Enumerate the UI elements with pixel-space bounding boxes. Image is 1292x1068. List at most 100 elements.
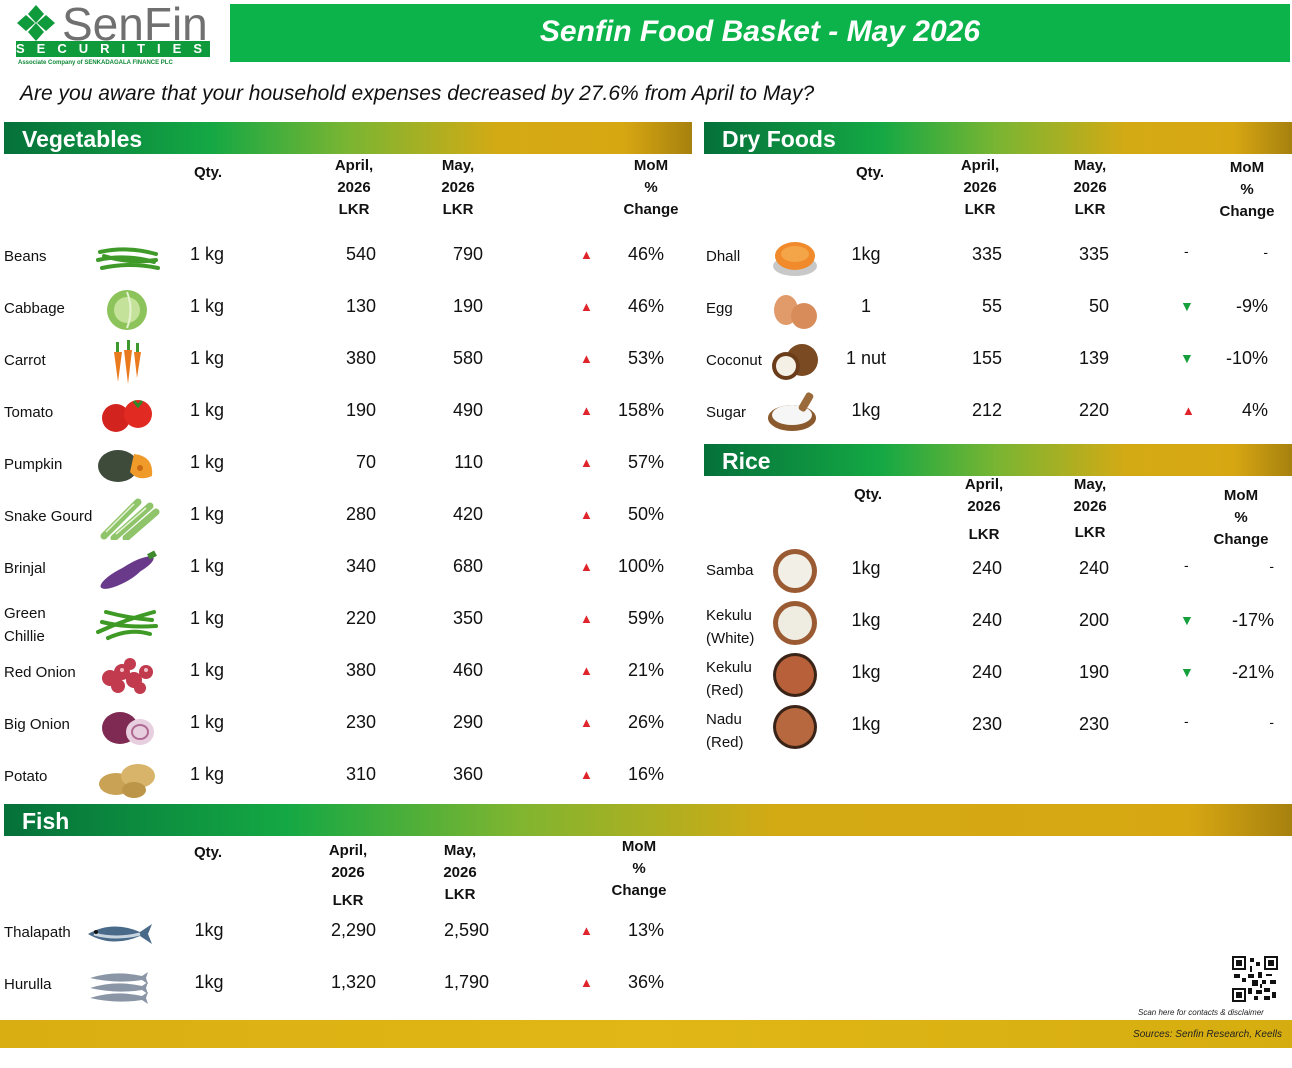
may-header-line: 2026	[1073, 498, 1107, 515]
mom-change-header: MoM% Change	[1206, 485, 1276, 551]
green-chillie-icon	[96, 610, 158, 640]
dryfoods-row-name: Dhall	[706, 245, 740, 268]
april-header: April, 2026 LKR	[948, 474, 1020, 546]
mom-header-line: Change	[611, 882, 667, 899]
vegetables-row-qty: 1 kg	[189, 452, 225, 472]
trend-up-icon: ▲	[580, 351, 593, 366]
qr-note: Scan here for contacts & disclaimer	[1138, 1008, 1264, 1017]
vegetables-row-april-price: 310	[345, 764, 376, 784]
item-name-line: Hurulla	[4, 976, 52, 993]
hurulla-fish-icon	[90, 972, 148, 1004]
cabbage-icon	[107, 290, 147, 330]
qty-header: Qty.	[193, 164, 223, 181]
vegetables-row-may-price: 790	[452, 244, 483, 264]
may-header-line: LKR	[1074, 201, 1106, 218]
mom-header-line: MoM	[1223, 487, 1259, 504]
logo-securities: SECURITIES	[16, 41, 215, 57]
vegetables-row-may-price: 350	[452, 608, 483, 628]
may-header-line: LKR	[442, 201, 474, 218]
section-rice: Rice	[704, 444, 1292, 476]
fish-row-qty: 1kg	[194, 920, 224, 940]
vegetables-row-qty: 1 kg	[189, 400, 225, 420]
qty-header: Qty.	[855, 164, 885, 181]
rice-row-qty: 1kg	[851, 662, 881, 682]
vegetables-row-mom-change: 16%	[627, 764, 664, 784]
vegetables-row-mom-change: 21%	[627, 660, 664, 680]
vegetables-row-name: Beans	[4, 245, 47, 268]
logo-subtitle: Associate Company of SENKADAGALA FINANCE…	[18, 60, 173, 66]
pumpkin-icon	[98, 450, 153, 482]
april-header-line: LKR	[338, 201, 370, 218]
april-header-line: April,	[328, 842, 368, 859]
may-header-line: LKR	[1074, 524, 1106, 541]
april-header-line: April,	[960, 157, 1000, 174]
item-name-line: (Red)	[706, 682, 744, 699]
footer-bar	[0, 1020, 1292, 1048]
big-onion-icon	[102, 712, 154, 745]
vegetables-row-qty: 1 kg	[189, 608, 225, 628]
vegetables-row-may-price: 420	[452, 504, 483, 524]
vegetables-row-mom-change: 57%	[627, 452, 664, 472]
vegetables-row-april-price: 380	[345, 348, 376, 368]
rice-row-april-price: 230	[971, 714, 1002, 734]
april-header: April, 2026 LKR	[312, 840, 384, 912]
page-title: Senfin Food Basket - May 2026	[230, 4, 1290, 62]
trend-up-icon: ▲	[580, 403, 593, 418]
item-name-line: Tomato	[4, 404, 54, 421]
may-header-line: 2026	[443, 864, 477, 881]
vegetables-row-mom-change: 50%	[627, 504, 664, 524]
item-name-line: Potato	[4, 768, 48, 785]
item-name-line: Cabbage	[4, 300, 65, 317]
rice-row-april-price: 240	[971, 610, 1002, 630]
vegetables-row-name: Pumpkin	[4, 453, 62, 476]
vegetables-row-mom-change: 46%	[627, 296, 664, 316]
sugar-icon	[768, 392, 816, 431]
dryfoods-row-name: Sugar	[706, 401, 746, 424]
trend-up-icon: ▲	[580, 299, 593, 314]
rice-row-mom-change: -	[1269, 558, 1274, 574]
fish-row-may-price: 1,790	[443, 972, 489, 992]
no-change-marker: -	[1184, 557, 1189, 573]
dryfoods-row-qty: 1kg	[851, 400, 881, 420]
mom-header-line: %	[1234, 509, 1248, 526]
mom-header-line: MoM	[1229, 159, 1265, 176]
snake-gourd-icon	[100, 498, 160, 540]
vegetables-row-may-price: 460	[452, 660, 483, 680]
red-onion-icon	[102, 658, 153, 694]
may-header-line: 2026	[441, 179, 475, 196]
beans-icon	[96, 247, 160, 270]
section-dry-foods: Dry Foods	[704, 122, 1292, 154]
may-header: May, 2026 LKR	[1054, 474, 1126, 544]
rice-row-april-price: 240	[971, 662, 1002, 682]
mom-header-line: %	[644, 179, 658, 196]
vegetables-row-name: Snake Gourd	[4, 505, 92, 528]
vegetables-row-april-price: 540	[345, 244, 376, 264]
rice-row-mom-change: -	[1269, 714, 1274, 730]
vegetables-row-may-price: 110	[454, 452, 483, 472]
may-header-line: May,	[1073, 157, 1107, 174]
qr-code-icon[interactable]	[1232, 956, 1278, 1002]
dryfoods-row-april-price: 155	[971, 348, 1002, 368]
vegetables-row-qty: 1 kg	[189, 764, 225, 784]
april-header-line: LKR	[968, 526, 1000, 543]
dryfoods-row-may-price: 50	[1088, 296, 1109, 316]
may-header: May, 2026 LKR	[1054, 155, 1126, 221]
mom-header-line: MoM	[633, 157, 669, 174]
rice-row-qty: 1kg	[851, 558, 881, 578]
vegetables-row-april-price: 220	[345, 608, 376, 628]
vegetables-row-april-price: 230	[345, 712, 376, 732]
mom-header-line: %	[632, 860, 646, 877]
mom-header-line: Change	[1219, 203, 1275, 220]
trend-up-icon: ▲	[580, 923, 593, 938]
item-name-line: Brinjal	[4, 560, 46, 577]
april-header-line: 2026	[337, 179, 371, 196]
april-header-line: April,	[964, 476, 1004, 493]
dryfoods-row-mom-change: 4%	[1241, 400, 1268, 420]
dryfoods-row-mom-change: -	[1263, 244, 1268, 260]
rice-row-mom-change: -17%	[1231, 610, 1274, 630]
vegetables-row-mom-change: 100%	[617, 556, 664, 576]
trend-up-icon: ▲	[580, 559, 593, 574]
may-header-line: LKR	[444, 886, 476, 903]
item-name-line: Big Onion	[4, 716, 70, 733]
logo-brand: SenFin	[62, 0, 208, 50]
